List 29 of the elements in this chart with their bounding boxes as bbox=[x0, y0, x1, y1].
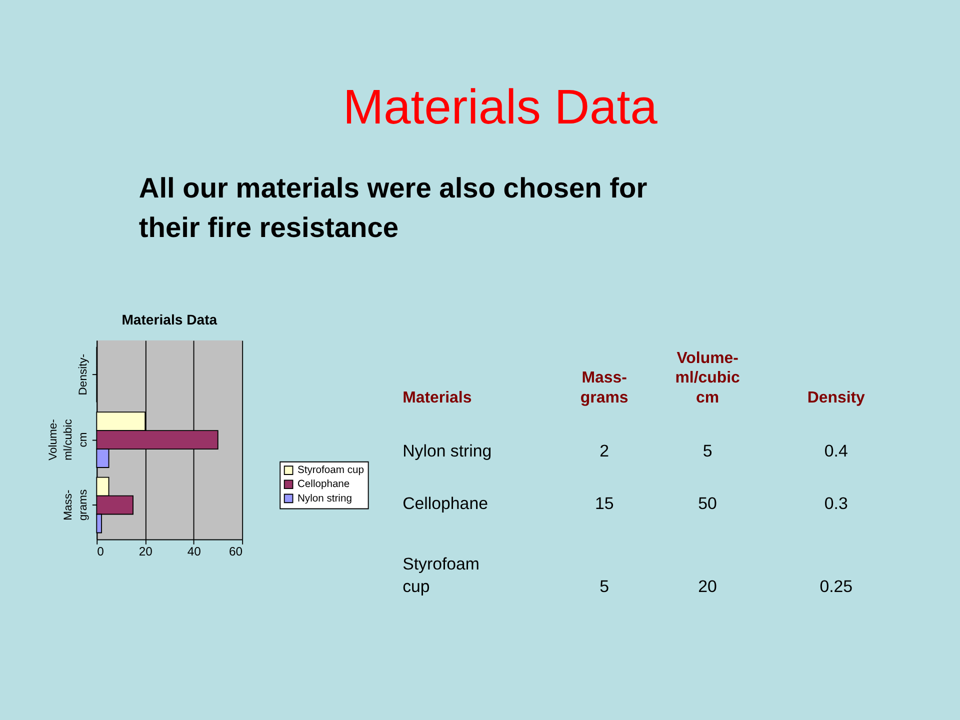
data-label: 2 bbox=[600, 442, 610, 461]
text: Materials bbox=[402, 389, 472, 406]
legend-label: Nylon string bbox=[297, 493, 352, 504]
y-tick-label: Volume-ml/cubic cm bbox=[47, 418, 90, 460]
data-label: 15 bbox=[594, 494, 614, 514]
category-label: Density bbox=[807, 389, 866, 406]
text: Nylon string bbox=[402, 442, 492, 461]
x-tick-label: 0 bbox=[97, 544, 104, 559]
data-label: 5 bbox=[600, 576, 610, 596]
data-label: 50 bbox=[698, 494, 717, 514]
text: Styrofoam cup bbox=[402, 554, 480, 596]
y-tick-label: Density- bbox=[77, 354, 90, 396]
category-label: Mass-grams bbox=[580, 370, 628, 406]
data-label: 0.25 bbox=[820, 576, 853, 596]
category-label: Volume-ml/cubic cm bbox=[675, 350, 740, 406]
x-tick-label: 60 bbox=[229, 544, 243, 559]
text: All our materials were also chosen for their fire resistance bbox=[138, 172, 648, 244]
x-tick-label: 20 bbox=[138, 544, 153, 559]
data-label: 20 bbox=[698, 576, 717, 596]
data-label: 0.4 bbox=[824, 442, 848, 461]
data-label: 0.3 bbox=[824, 494, 848, 514]
chart-title: Materials Data bbox=[122, 311, 218, 328]
data-label: 5 bbox=[702, 442, 712, 461]
legend-label: Cellophane bbox=[297, 479, 350, 490]
text: Materials Data bbox=[342, 80, 658, 135]
x-tick-label: 40 bbox=[187, 544, 202, 559]
legend-label: Styrofoam cup bbox=[297, 465, 364, 476]
y-tick-label: Mass-grams bbox=[62, 489, 90, 521]
text: Cellophane bbox=[402, 494, 488, 514]
